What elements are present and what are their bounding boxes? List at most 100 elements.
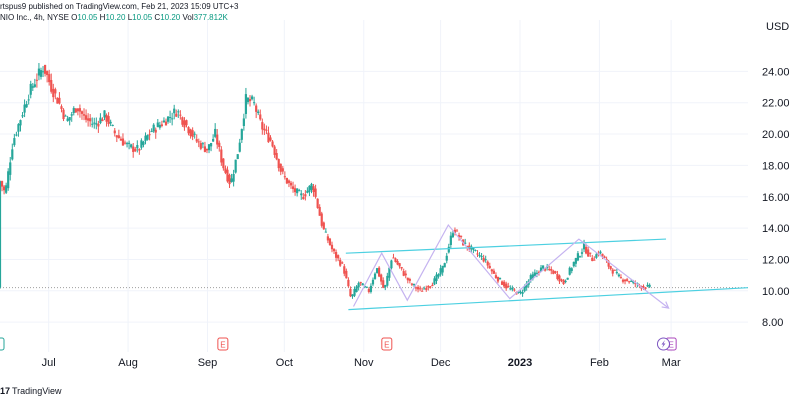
candle-body bbox=[421, 290, 424, 292]
candle-body bbox=[347, 279, 350, 287]
candle bbox=[212, 134, 215, 142]
candle bbox=[476, 250, 479, 258]
candle bbox=[437, 273, 440, 279]
candle bbox=[125, 141, 129, 148]
candle-body bbox=[509, 288, 512, 290]
candle-body bbox=[623, 279, 627, 282]
candle bbox=[58, 92, 61, 105]
candle-body bbox=[99, 117, 102, 124]
candle bbox=[259, 109, 262, 121]
candle-body bbox=[441, 265, 444, 273]
candle bbox=[408, 277, 411, 284]
candle bbox=[5, 182, 8, 194]
candle bbox=[87, 113, 90, 127]
y-tick-label: 22.00 bbox=[762, 98, 790, 110]
candle-body bbox=[312, 186, 315, 193]
candle bbox=[533, 269, 536, 277]
candle bbox=[625, 277, 629, 282]
candle bbox=[324, 228, 327, 233]
candle bbox=[253, 96, 256, 106]
candle bbox=[207, 144, 211, 154]
candle-body bbox=[7, 171, 10, 189]
earnings-letter: E bbox=[220, 341, 225, 350]
candle bbox=[236, 154, 239, 160]
candle bbox=[371, 277, 375, 287]
candle bbox=[99, 113, 102, 125]
candle-body bbox=[476, 253, 479, 255]
candle-body bbox=[82, 114, 86, 116]
candle-body bbox=[58, 97, 61, 104]
candle bbox=[576, 251, 580, 262]
candle-body bbox=[224, 168, 227, 173]
candle-body bbox=[628, 281, 631, 283]
candle bbox=[52, 83, 55, 103]
candle-body bbox=[613, 269, 616, 271]
candle bbox=[115, 134, 118, 143]
candle bbox=[347, 277, 350, 288]
x-tick-label: Aug bbox=[118, 357, 138, 369]
candle bbox=[226, 166, 229, 183]
candle bbox=[554, 270, 557, 275]
candle-body bbox=[378, 267, 381, 277]
candle-body bbox=[355, 286, 358, 292]
candle-body bbox=[130, 144, 133, 148]
candle-body bbox=[33, 84, 36, 87]
candle bbox=[552, 269, 555, 275]
candle-body bbox=[95, 123, 98, 125]
candle-body bbox=[443, 263, 446, 268]
candle-body bbox=[56, 97, 59, 104]
candle-body bbox=[416, 286, 420, 290]
candle-body bbox=[496, 277, 500, 282]
candle-body bbox=[386, 275, 389, 286]
candle bbox=[64, 114, 67, 117]
candle bbox=[232, 169, 235, 187]
high-value: 10.20 bbox=[105, 13, 126, 22]
candle bbox=[599, 250, 602, 255]
candle-body bbox=[646, 284, 649, 287]
candle-body bbox=[427, 285, 430, 288]
candle bbox=[300, 190, 303, 200]
candle-body bbox=[349, 288, 352, 297]
candle-body bbox=[19, 120, 22, 126]
candle-body bbox=[52, 88, 55, 98]
candle-body bbox=[2, 186, 6, 191]
candle-body bbox=[103, 110, 106, 118]
candle bbox=[250, 94, 254, 101]
candle bbox=[294, 184, 297, 196]
candle-body bbox=[392, 257, 395, 259]
symbol-label: NIO Inc., 4h, NYSE bbox=[0, 13, 69, 22]
candle-body bbox=[142, 141, 145, 145]
candle-body bbox=[412, 283, 416, 285]
candle bbox=[404, 270, 407, 279]
candle bbox=[322, 221, 325, 230]
candle-body bbox=[459, 235, 463, 237]
candle-body bbox=[193, 133, 196, 135]
candle-body bbox=[435, 274, 438, 281]
candle bbox=[175, 109, 178, 118]
candle bbox=[271, 139, 274, 148]
candle-body bbox=[187, 127, 190, 134]
candle bbox=[459, 235, 463, 239]
candle-body bbox=[572, 261, 575, 267]
candle bbox=[179, 110, 182, 120]
candle-body bbox=[212, 139, 215, 142]
candle bbox=[572, 261, 575, 268]
candle-body bbox=[380, 274, 383, 282]
candle bbox=[187, 126, 190, 136]
candle-body bbox=[238, 142, 241, 152]
candle bbox=[244, 87, 248, 119]
candle-body bbox=[388, 267, 391, 278]
candle-body bbox=[322, 222, 325, 230]
candle bbox=[298, 188, 301, 192]
candle-body bbox=[78, 108, 82, 112]
candle bbox=[359, 281, 362, 286]
candle-body bbox=[283, 176, 286, 178]
grid-lines bbox=[0, 20, 748, 352]
candle-body bbox=[619, 277, 623, 279]
candle-body bbox=[507, 285, 510, 288]
candle bbox=[148, 129, 151, 141]
candle bbox=[402, 268, 405, 277]
candle-body bbox=[91, 123, 94, 125]
candle bbox=[281, 166, 284, 175]
